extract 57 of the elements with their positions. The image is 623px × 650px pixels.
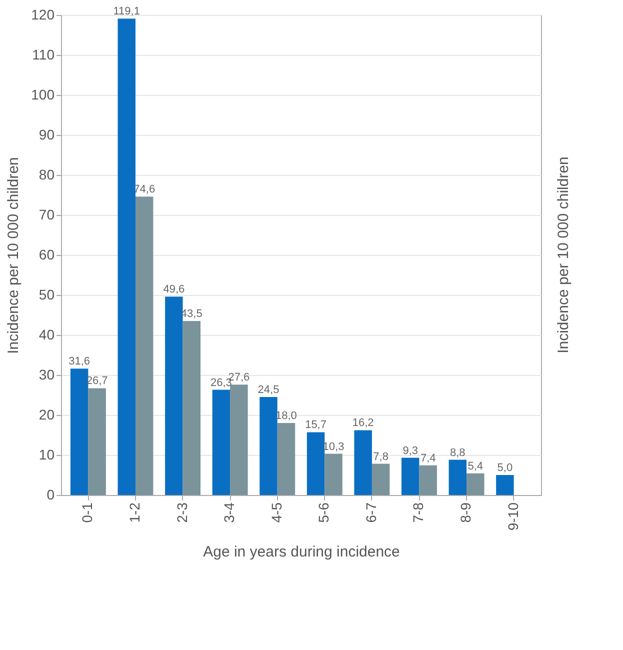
- y2-axis-title: Incidence per 10 000 children: [555, 156, 572, 354]
- x-tick-label: 8-9: [458, 502, 474, 523]
- y-tick-label: 60: [38, 246, 55, 262]
- y-tick-label: 30: [38, 366, 55, 382]
- bar: [182, 321, 201, 495]
- data-label: 7,4: [420, 452, 436, 464]
- data-label: 119,1: [113, 6, 140, 18]
- y-tick-label: 80: [38, 166, 55, 182]
- bar: [496, 475, 514, 495]
- data-label: 31,6: [68, 356, 90, 368]
- data-label: 24,5: [258, 384, 280, 396]
- y-axis-title: Incidence per 10 000 children: [5, 157, 22, 354]
- data-label: 5,4: [468, 460, 484, 472]
- y-tick-label: 90: [38, 126, 55, 142]
- bar: [306, 432, 325, 495]
- x-tick-label: 4-5: [268, 502, 284, 523]
- x-tick-label: 5-6: [316, 502, 332, 523]
- data-label: 16,2: [352, 417, 374, 430]
- bar: [324, 454, 342, 495]
- bar: [230, 384, 248, 495]
- bar: [372, 464, 390, 495]
- bar: [118, 18, 136, 495]
- bar: [354, 430, 372, 495]
- bar: [88, 388, 106, 495]
- x-tick-label: 6-7: [362, 502, 379, 523]
- data-label: 5,0: [497, 462, 513, 474]
- y-tick-label: 50: [38, 286, 55, 302]
- x-tick-label: 3-4: [221, 502, 238, 523]
- x-tick-label: 9-10: [504, 502, 521, 531]
- bar: [135, 196, 154, 495]
- data-label: 8,8: [450, 446, 466, 459]
- y-tick-label: 100: [31, 86, 55, 102]
- bar: [419, 465, 437, 495]
- bar: [70, 368, 88, 495]
- x-tick-label: 2-3: [174, 502, 190, 523]
- bar: [260, 397, 278, 495]
- x-tick-label: 0-1: [79, 502, 96, 523]
- bar: [448, 460, 467, 495]
- bar: [466, 473, 484, 495]
- data-label: 15,7: [305, 419, 326, 432]
- y-tick-label: 20: [38, 406, 55, 422]
- y-tick-label: 120: [31, 6, 55, 22]
- bar: [277, 423, 296, 495]
- data-label: 49,6: [163, 284, 185, 296]
- x-tick-label: 1-2: [126, 502, 142, 523]
- data-label: 9,3: [402, 444, 418, 457]
- bar: [401, 458, 420, 495]
- bar: [165, 296, 183, 495]
- x-axis-title: Age in years during incidence: [203, 544, 400, 561]
- y-tick-label: 70: [38, 206, 55, 222]
- x-tick-label: 7-8: [410, 502, 426, 523]
- bar: [212, 390, 230, 495]
- y-tick-label: 10: [38, 446, 55, 462]
- y-tick-label: 0: [46, 486, 55, 502]
- data-label: 7,8: [373, 450, 388, 463]
- y-tick-label: 110: [32, 46, 55, 62]
- y-tick-label: 40: [38, 326, 55, 342]
